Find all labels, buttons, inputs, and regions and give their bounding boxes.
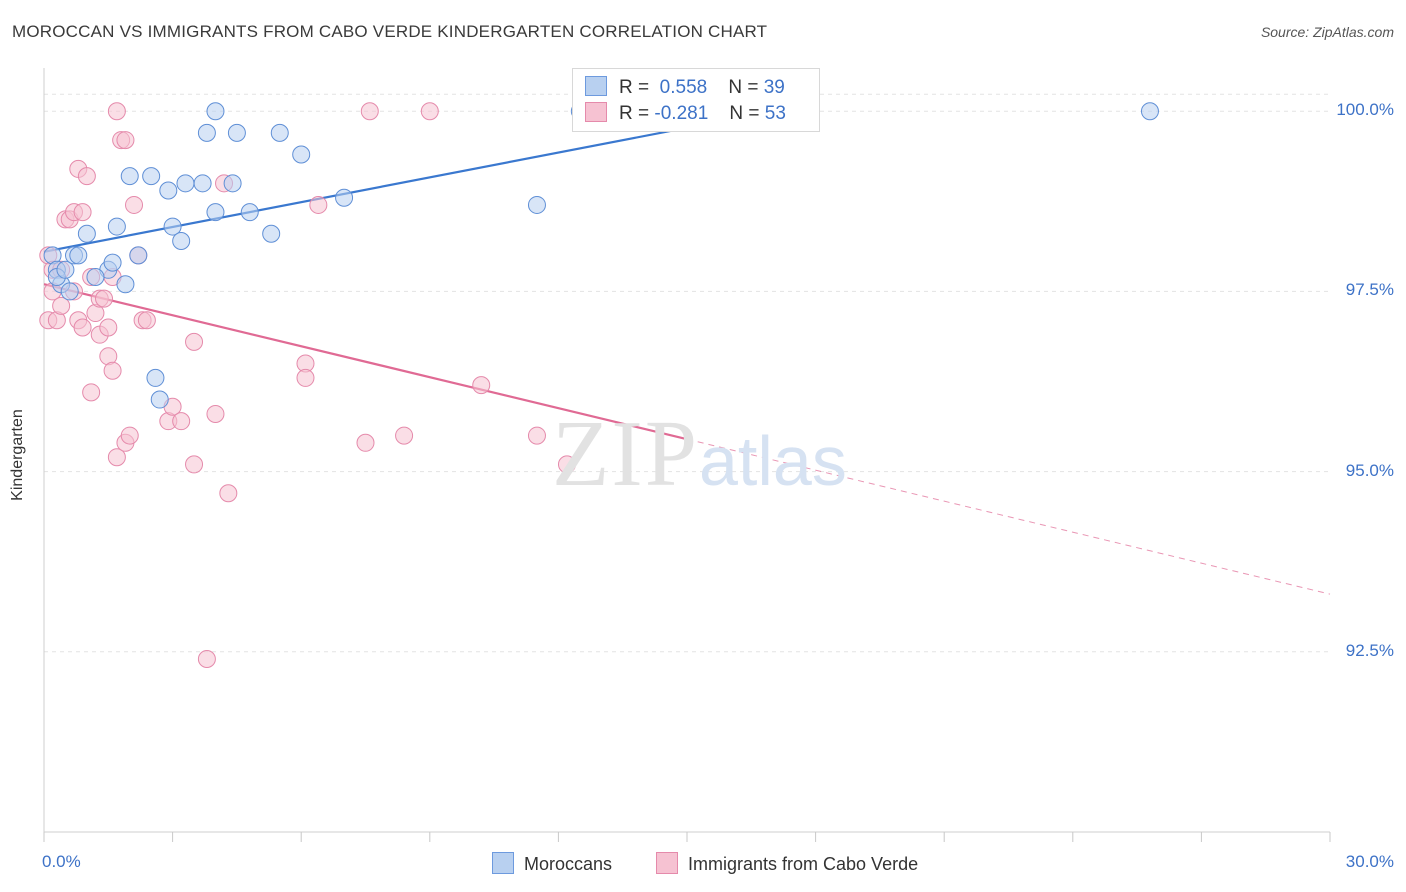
n-label: N =	[728, 77, 759, 98]
series-legend: Moroccans Immigrants from Cabo Verde	[0, 852, 1406, 876]
n-label: N =	[729, 103, 760, 124]
data-point-cabo-verde	[137, 311, 156, 330]
legend-swatch-pink	[585, 102, 607, 122]
legend-item-moroccans[interactable]: Moroccans	[492, 852, 612, 875]
data-point-cabo-verde	[99, 318, 118, 337]
x-axis	[43, 68, 1331, 842]
data-point-cabo-verde	[420, 102, 439, 121]
data-point-moroccans	[107, 217, 126, 236]
data-point-cabo-verde	[73, 318, 92, 337]
data-point-cabo-verde	[309, 195, 328, 214]
data-point-moroccans	[69, 246, 88, 265]
data-point-moroccans	[150, 390, 169, 409]
trend-line-cabo-verde	[43, 283, 688, 441]
legend-item-cabo-verde[interactable]: Immigrants from Cabo Verde	[656, 852, 918, 875]
data-point-moroccans	[227, 123, 246, 142]
data-point-moroccans	[240, 203, 259, 222]
data-point-moroccans	[86, 268, 105, 287]
data-point-moroccans	[262, 224, 281, 243]
data-point-moroccans	[223, 174, 242, 193]
data-point-moroccans	[193, 174, 212, 193]
legend-label-moroccans: Moroccans	[524, 854, 613, 874]
data-point-moroccans	[1140, 102, 1159, 121]
y-tick-label: 92.5%	[1345, 640, 1394, 660]
data-point-moroccans	[335, 188, 354, 207]
legend-row-cabo-verde: R = -0.281 N = 53	[585, 102, 786, 126]
data-point-moroccans	[197, 123, 216, 142]
data-point-moroccans	[292, 145, 311, 164]
data-point-cabo-verde	[527, 426, 546, 445]
r-value: 0.558	[659, 77, 708, 98]
data-point-cabo-verde	[219, 484, 238, 503]
legend-swatch-blue	[492, 852, 514, 874]
data-point-cabo-verde	[107, 448, 126, 467]
data-point-cabo-verde	[185, 332, 204, 351]
data-point-cabo-verde	[77, 167, 96, 186]
data-point-moroccans	[527, 195, 546, 214]
data-point-cabo-verde	[52, 296, 71, 315]
data-point-cabo-verde	[557, 455, 576, 474]
data-point-moroccans	[176, 174, 195, 193]
x-tick-label-min: 0.0%	[42, 852, 81, 871]
data-point-moroccans	[142, 167, 161, 186]
data-point-moroccans	[103, 253, 122, 272]
data-point-cabo-verde	[296, 368, 315, 387]
watermark: ZIPatlas	[552, 400, 847, 508]
data-point-cabo-verde	[103, 361, 122, 380]
chart-source: Source: ZipAtlas.com	[1260, 24, 1394, 40]
y-tick-label: 97.5%	[1345, 280, 1394, 300]
correlation-legend: R = 0.558 N = 39 R = -0.281 N = 53	[572, 68, 820, 132]
data-point-cabo-verde	[82, 383, 101, 402]
data-point-moroccans	[159, 181, 178, 200]
y-tick-label: 95.0%	[1345, 460, 1394, 480]
data-point-cabo-verde	[197, 650, 216, 669]
data-point-cabo-verde	[172, 412, 191, 431]
data-point-moroccans	[129, 246, 148, 265]
data-point-moroccans	[77, 224, 96, 243]
data-point-moroccans	[206, 102, 225, 121]
data-point-moroccans	[163, 217, 182, 236]
data-point-cabo-verde	[185, 455, 204, 474]
chart-title: MOROCCAN VS IMMIGRANTS FROM CABO VERDE K…	[12, 22, 768, 41]
data-point-cabo-verde	[125, 195, 144, 214]
r-value: -0.281	[654, 103, 709, 124]
data-point-cabo-verde	[206, 404, 225, 423]
y-tick-label: 100.0%	[1336, 100, 1394, 120]
data-point-cabo-verde	[360, 102, 379, 121]
data-point-cabo-verde	[120, 426, 139, 445]
data-point-moroccans	[172, 231, 191, 250]
data-point-cabo-verde	[395, 426, 414, 445]
legend-row-moroccans: R = 0.558 N = 39	[585, 76, 785, 100]
x-tick-label-max: 30.0%	[1345, 852, 1394, 871]
data-point-cabo-verde	[107, 102, 126, 121]
data-point-moroccans	[60, 282, 79, 301]
data-point-moroccans	[120, 167, 139, 186]
legend-swatch-pink	[656, 852, 678, 874]
data-point-moroccans	[206, 203, 225, 222]
legend-swatch-blue	[585, 76, 607, 96]
r-label: R =	[619, 103, 650, 124]
n-value: 39	[763, 77, 785, 98]
data-point-moroccans	[56, 260, 75, 279]
y-axis-label: Kindergarten	[9, 409, 26, 501]
data-point-cabo-verde	[356, 433, 375, 452]
n-value: 53	[764, 103, 786, 124]
data-point-moroccans	[270, 123, 289, 142]
data-point-moroccans	[146, 368, 165, 387]
data-point-cabo-verde	[116, 131, 135, 150]
data-point-cabo-verde	[95, 289, 114, 308]
r-label: R =	[619, 77, 650, 98]
trend-line-cabo-verde-extrapolated	[686, 438, 1331, 595]
data-point-cabo-verde	[73, 203, 92, 222]
watermark-zip: ZIP	[552, 402, 699, 506]
watermark-atlas: atlas	[699, 422, 847, 500]
data-point-cabo-verde	[472, 376, 491, 395]
legend-label-cabo-verde: Immigrants from Cabo Verde	[688, 854, 919, 874]
data-point-moroccans	[116, 275, 135, 294]
data-points	[39, 102, 1159, 669]
